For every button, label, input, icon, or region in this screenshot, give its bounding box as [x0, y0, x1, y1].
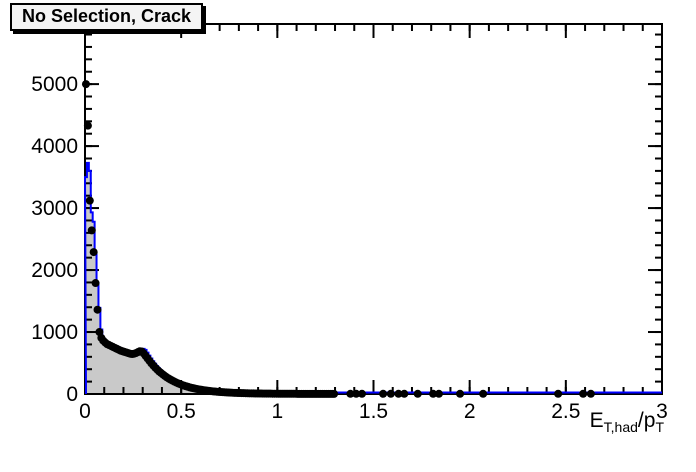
- frame-rect: [84, 23, 663, 395]
- x-axis-title-sub2: T: [655, 419, 664, 436]
- data-point-marker: [586, 389, 595, 398]
- x-axis-title: ET,had/pT: [589, 409, 664, 436]
- histogram-outline-path: [83, 161, 662, 395]
- data-point-marker: [346, 389, 355, 398]
- data-point-marker: [379, 389, 388, 398]
- data-point-marker: [352, 389, 361, 398]
- data-point-marker: [91, 279, 100, 288]
- x-tick-label: 0: [79, 400, 91, 423]
- x-tick-label: 3: [656, 400, 668, 423]
- x-tick-label: 1.5: [359, 400, 388, 423]
- x-axis-title-sub1: T,had: [603, 419, 638, 436]
- x-tick-label: 1: [271, 400, 283, 423]
- data-points: [81, 80, 595, 398]
- data-point-marker: [93, 305, 102, 314]
- data-point-marker: [83, 121, 92, 130]
- data-point-marker: [554, 389, 563, 398]
- y-tick-label: 5000: [31, 73, 78, 96]
- histogram-fill: [85, 162, 662, 394]
- histogram-fill-area: [85, 162, 662, 394]
- x-tick-label: 2: [464, 400, 476, 423]
- data-point-marker: [330, 389, 339, 398]
- x-tick-label: 0.5: [167, 400, 196, 423]
- data-point-marker: [456, 389, 465, 398]
- plot-title-box: No Selection, Crack: [10, 3, 204, 31]
- histogram-outline: [83, 161, 662, 395]
- data-point-marker: [479, 389, 488, 398]
- data-point-marker: [87, 226, 96, 235]
- data-point-marker: [357, 389, 366, 398]
- x-axis-title-base2: /p: [637, 409, 656, 432]
- data-point-marker: [394, 389, 403, 398]
- data-point-marker: [413, 389, 422, 398]
- y-tick-label: 1000: [31, 321, 78, 344]
- axis-ticks: [84, 24, 663, 395]
- data-point-marker: [434, 389, 443, 398]
- data-point-marker: [81, 80, 90, 89]
- x-axis-title-base1: E: [589, 409, 604, 432]
- data-point-marker: [89, 248, 98, 257]
- data-point-marker: [85, 196, 94, 205]
- data-point-marker: [386, 389, 395, 398]
- data-point-marker: [400, 389, 409, 398]
- y-tick-label: 0: [66, 383, 78, 406]
- y-tick-label: 3000: [31, 197, 78, 220]
- y-tick-label: 2000: [31, 259, 78, 282]
- data-point-marker: [579, 389, 588, 398]
- plot-frame: [84, 23, 663, 395]
- axis-tick-labels: 0 0.5 1 1.5 2 2.5 3 0 1000 2000 3000 4000 5000: [31, 73, 668, 423]
- plot-title: No Selection, Crack: [22, 6, 192, 26]
- x-tick-label: 2.5: [551, 400, 580, 423]
- y-tick-label: 4000: [31, 135, 78, 158]
- data-point-marker: [429, 389, 438, 398]
